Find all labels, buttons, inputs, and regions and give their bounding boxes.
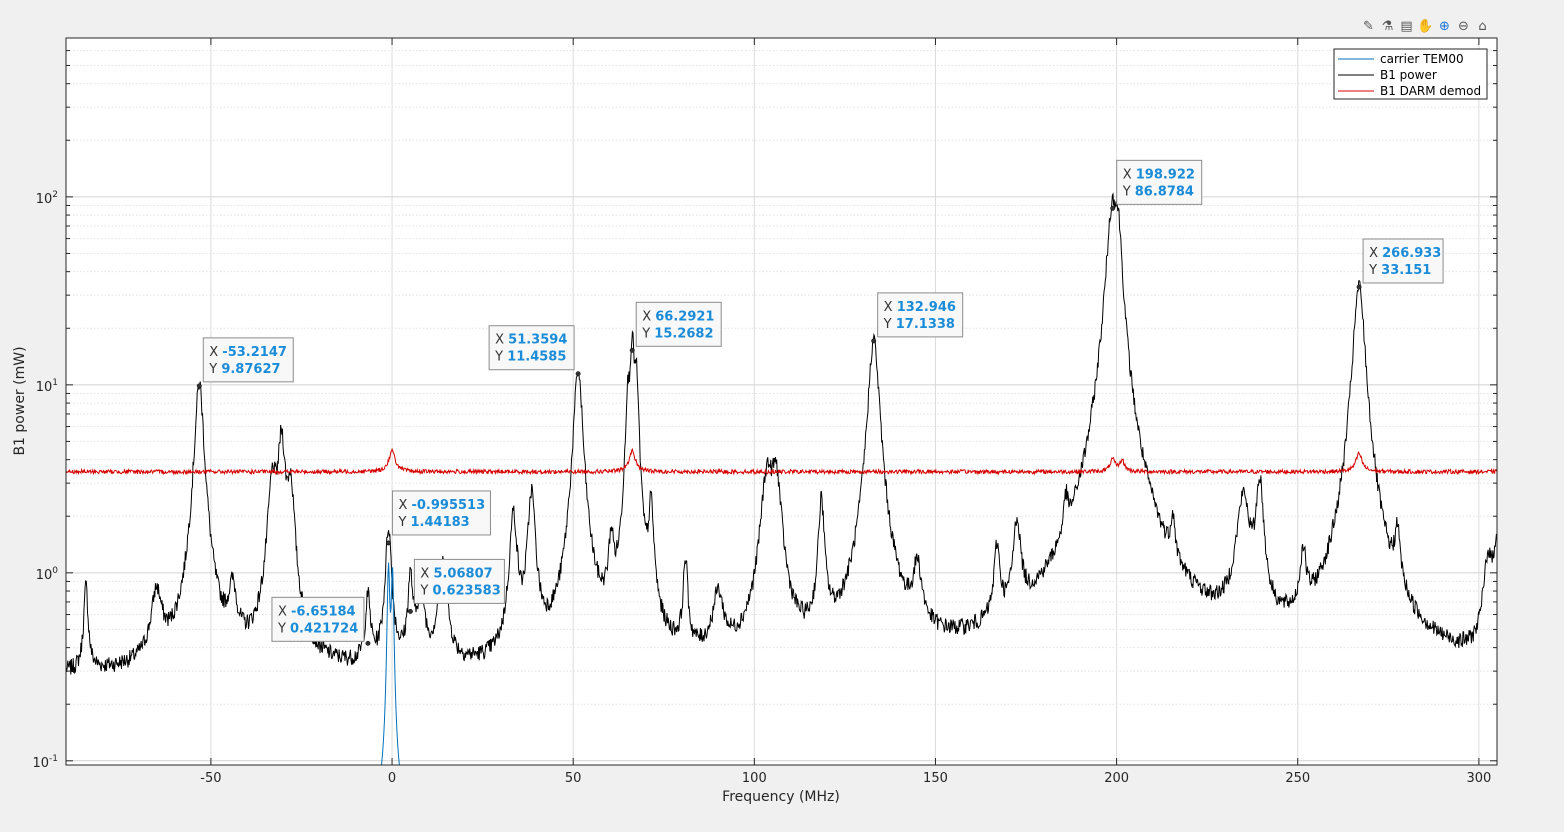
datatip-box xyxy=(1362,238,1444,284)
x-tick-label: 0 xyxy=(388,771,396,786)
datatip-x-row: X 51.3594 xyxy=(495,333,567,348)
y-axis: 10-1 100 101 102 xyxy=(32,37,1497,771)
zoom-out-icon[interactable]: ⊖ xyxy=(1458,19,1469,34)
datatip-marker[interactable] xyxy=(196,383,202,389)
zoom-in-icon[interactable]: ⊕ xyxy=(1439,19,1450,34)
axes-box xyxy=(65,37,1498,766)
x-tick-label: -50 xyxy=(200,771,221,786)
axes-toolbar: ✎ ⚗ ▤ ✋ ⊕ ⊖ ⌂ xyxy=(1360,18,1491,38)
x-tick-label: 150 xyxy=(923,771,948,786)
datatip-box xyxy=(635,301,722,347)
marker-layer xyxy=(196,205,1362,646)
legend-entry-label: B1 DARM demod xyxy=(1380,84,1481,98)
datatip-y-row: Y 33.151 xyxy=(1368,263,1431,278)
datatip-box xyxy=(1116,159,1203,205)
datatip-box xyxy=(413,558,505,604)
datatip-y-row: Y 9.87627 xyxy=(208,362,280,377)
x-tick-label: 200 xyxy=(1104,771,1129,786)
datatip-y-row: Y 11.4585 xyxy=(494,350,566,365)
datatip-x-row: X -0.995513 xyxy=(398,498,485,513)
datatip[interactable]: X -6.65184 Y 0.421724 xyxy=(271,596,365,642)
y-axis-label: B1 power (mW) xyxy=(12,346,28,455)
datatip[interactable]: X 51.3594 Y 11.4585 xyxy=(488,325,575,371)
home-icon[interactable]: ⌂ xyxy=(1478,19,1487,34)
datatip[interactable]: X 266.933 Y 33.151 xyxy=(1362,238,1444,284)
y-tick-label: 101 xyxy=(36,378,58,395)
x-tick-label: 100 xyxy=(742,771,767,786)
datatip-y-row: Y 17.1338 xyxy=(883,317,955,332)
datatip[interactable]: X 198.922 Y 86.8784 xyxy=(1116,159,1203,205)
datatip-marker[interactable] xyxy=(407,608,413,614)
datatip-box xyxy=(271,596,365,642)
datatip-y-row: Y 0.421724 xyxy=(277,621,358,636)
x-axis-label: Frequency (MHz) xyxy=(722,789,840,805)
x-tick-label: 250 xyxy=(1285,771,1310,786)
datatip-y-row: Y 1.44183 xyxy=(397,515,469,530)
x-tick-label: 50 xyxy=(565,771,582,786)
x-axis: -50 0 50 100 150 200 250 300 xyxy=(200,38,1491,786)
datatip-y-row: Y 15.2682 xyxy=(641,326,713,341)
datatip-marker[interactable] xyxy=(365,640,371,646)
legend[interactable]: carrier TEM00 B1 power B1 DARM demod xyxy=(1333,48,1488,100)
y-tick-label: 102 xyxy=(36,190,58,207)
datatip-marker[interactable] xyxy=(629,347,635,353)
datatip-box xyxy=(391,490,491,536)
y-tick-label: 10-1 xyxy=(32,754,58,771)
datatip-x-row: X 132.946 xyxy=(884,300,956,315)
datatip-icon[interactable]: ▤ xyxy=(1400,19,1413,34)
legend-entry-label: B1 power xyxy=(1380,68,1437,82)
datatip-marker[interactable] xyxy=(385,540,391,546)
datatip-marker[interactable] xyxy=(1110,205,1116,211)
datatip[interactable]: X 5.06807 Y 0.623583 xyxy=(413,558,505,604)
datatip[interactable]: X 132.946 Y 17.1338 xyxy=(877,292,964,338)
series-line-b1-darm-demod xyxy=(66,447,1497,476)
export-icon[interactable]: ✎ xyxy=(1363,19,1374,34)
datatip-box xyxy=(488,325,575,371)
x-tick-label: 300 xyxy=(1466,771,1491,786)
datatip[interactable]: X -0.995513 Y 1.44183 xyxy=(391,490,491,536)
datatip-x-row: X 198.922 xyxy=(1123,167,1195,182)
datatip-x-row: X -53.2147 xyxy=(209,345,287,360)
datatip-x-row: X 66.2921 xyxy=(642,309,714,324)
datatip[interactable]: X 66.2921 Y 15.2682 xyxy=(635,301,722,347)
datatip[interactable]: X -53.2147 Y 9.87627 xyxy=(202,337,294,383)
brush-icon[interactable]: ⚗ xyxy=(1381,19,1394,34)
datatip-marker[interactable] xyxy=(871,338,877,344)
pan-icon[interactable]: ✋ xyxy=(1417,19,1434,34)
datatip-box xyxy=(877,292,964,338)
datatip-marker[interactable] xyxy=(575,371,581,377)
legend-entry-label: carrier TEM00 xyxy=(1380,52,1464,66)
axes-background xyxy=(66,38,1497,765)
y-tick-label: 100 xyxy=(36,566,59,583)
datatip-x-row: X 5.06807 xyxy=(420,566,492,581)
datatip-marker[interactable] xyxy=(1356,284,1362,290)
datatip-x-row: X 266.933 xyxy=(1369,246,1441,261)
datatip-y-row: Y 86.8784 xyxy=(1122,184,1194,199)
datatip-y-row: Y 0.623583 xyxy=(419,583,500,598)
datatip-box xyxy=(202,337,294,383)
datatip-x-row: X -6.65184 xyxy=(278,604,356,619)
